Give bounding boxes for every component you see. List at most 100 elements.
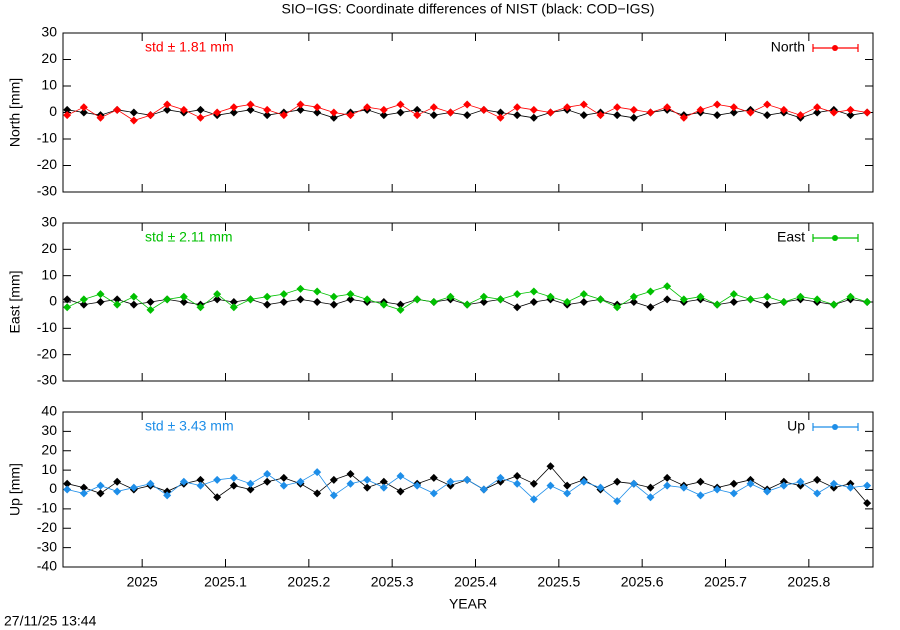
x-tick-label: 2025.3 xyxy=(371,574,414,590)
data-point xyxy=(96,489,105,498)
data-point xyxy=(296,284,305,293)
data-point xyxy=(129,300,138,309)
data-point xyxy=(329,491,338,500)
data-point xyxy=(729,108,738,117)
data-point xyxy=(779,298,788,306)
y-tick-label: 0 xyxy=(49,293,57,309)
y-tick-label: 10 xyxy=(41,77,57,93)
data-point xyxy=(863,481,872,490)
data-point xyxy=(313,468,322,477)
data-point xyxy=(263,300,272,309)
legend-label: East xyxy=(777,229,805,245)
data-point xyxy=(479,485,488,494)
data-point xyxy=(229,298,238,306)
data-point xyxy=(663,481,672,490)
y-tick-label: -40 xyxy=(37,558,57,574)
data-point xyxy=(229,473,238,482)
data-point xyxy=(763,111,772,120)
data-point xyxy=(79,489,88,498)
data-point xyxy=(113,300,122,309)
data-point xyxy=(396,487,405,496)
data-point xyxy=(629,479,638,488)
data-point xyxy=(529,298,538,306)
chart-title: SIO−IGS: Coordinate differences of NIST … xyxy=(282,1,655,17)
data-point xyxy=(279,290,288,299)
data-point xyxy=(346,470,355,478)
data-point xyxy=(579,290,588,299)
data-point xyxy=(579,298,588,306)
data-point xyxy=(513,290,522,299)
data-point xyxy=(246,105,255,114)
data-point xyxy=(813,295,822,304)
data-point xyxy=(429,298,438,306)
y-tick-label: 40 xyxy=(41,403,57,419)
data-point xyxy=(646,483,655,492)
data-point xyxy=(779,481,788,490)
y-tick-label: -10 xyxy=(37,130,57,146)
data-point xyxy=(596,295,605,304)
data-point xyxy=(729,103,738,112)
plot-area xyxy=(63,282,872,314)
data-point xyxy=(763,292,772,301)
data-point xyxy=(363,103,372,112)
data-point xyxy=(746,479,755,488)
data-point xyxy=(146,111,155,120)
data-point xyxy=(846,292,855,301)
data-point xyxy=(663,103,672,112)
data-point xyxy=(646,287,655,296)
y-tick-label: 20 xyxy=(41,50,57,66)
plot-area xyxy=(63,462,872,508)
data-point xyxy=(63,485,72,494)
data-point xyxy=(613,111,622,120)
data-point xyxy=(213,493,222,502)
data-point xyxy=(129,108,138,117)
data-point xyxy=(513,471,522,480)
data-point xyxy=(696,105,705,114)
data-point xyxy=(629,113,638,122)
data-point xyxy=(813,475,822,484)
data-point xyxy=(496,113,505,122)
data-point xyxy=(329,300,338,309)
data-point xyxy=(813,108,822,117)
data-point xyxy=(229,103,238,112)
data-point xyxy=(513,111,522,120)
data-point xyxy=(396,305,405,314)
data-point xyxy=(413,111,422,120)
data-point xyxy=(346,479,355,488)
annotation: std ± 1.81 mm xyxy=(145,39,234,55)
data-point xyxy=(479,292,488,301)
data-point xyxy=(346,295,355,304)
data-point xyxy=(413,481,422,490)
y-axis-label: East [mm] xyxy=(7,270,23,333)
data-point xyxy=(463,100,472,109)
data-point xyxy=(496,108,505,117)
data-point xyxy=(613,477,622,486)
data-point xyxy=(779,105,788,114)
plot-frame xyxy=(62,411,874,568)
data-point xyxy=(529,113,538,122)
data-point xyxy=(863,499,872,508)
data-point xyxy=(446,108,455,117)
data-point xyxy=(396,108,405,117)
data-point xyxy=(263,477,272,486)
y-tick-label: 30 xyxy=(41,422,57,438)
data-point xyxy=(113,477,122,486)
data-point xyxy=(846,483,855,492)
data-point xyxy=(179,105,188,114)
data-point xyxy=(313,489,322,498)
y-tick-label: 10 xyxy=(41,266,57,282)
data-point xyxy=(263,105,272,114)
data-point xyxy=(179,477,188,486)
data-point xyxy=(629,105,638,114)
y-tick-label: 10 xyxy=(41,461,57,477)
series-line xyxy=(67,465,868,504)
y-axis-label: Up [mm] xyxy=(7,463,23,516)
data-point xyxy=(279,298,288,306)
annotation: std ± 3.43 mm xyxy=(145,418,234,434)
data-point xyxy=(346,290,355,299)
data-point xyxy=(596,111,605,120)
data-point xyxy=(846,111,855,120)
data-point xyxy=(429,111,438,120)
data-point xyxy=(813,489,822,498)
data-point xyxy=(263,470,272,478)
